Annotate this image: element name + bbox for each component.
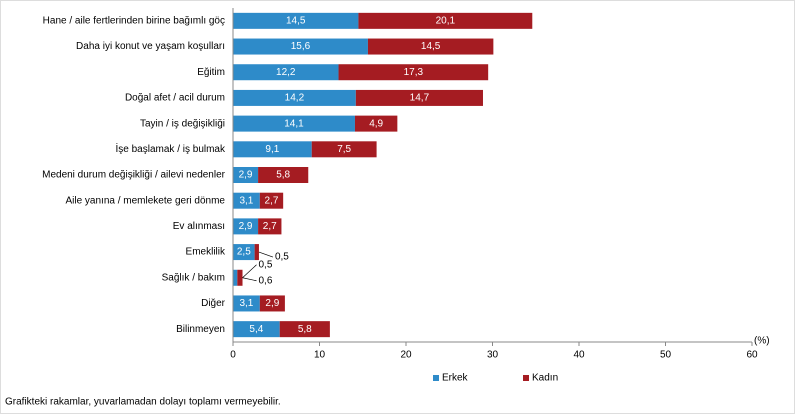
bar-segment xyxy=(354,115,398,132)
value-label: 4,9 xyxy=(369,118,383,129)
value-label: 0,5 xyxy=(259,259,273,270)
bar-segment xyxy=(358,12,533,29)
y-tick-label: Sağlık / bakım xyxy=(162,272,225,283)
y-tick-label: Hane / aile fertlerinden birine bağımlı … xyxy=(43,15,225,26)
bar-segment xyxy=(233,244,255,261)
x-tick-label: 60 xyxy=(746,350,758,361)
bar-segment xyxy=(233,295,260,312)
legend-swatch xyxy=(523,375,529,381)
bar-segment xyxy=(258,218,282,235)
bar-segment xyxy=(233,167,259,183)
x-tick-label: 50 xyxy=(660,350,672,361)
x-axis-label: (%) xyxy=(754,336,770,347)
bar-segment xyxy=(338,64,489,81)
value-label: 2,7 xyxy=(263,221,277,232)
bar-segment xyxy=(233,269,238,286)
bar-segment xyxy=(259,192,284,209)
value-label: 7,5 xyxy=(337,144,351,155)
value-label: 14,7 xyxy=(410,93,430,104)
bar-segment xyxy=(233,64,339,81)
bar-segment xyxy=(311,141,377,158)
y-tick-label: Medeni durum değişikliği / ailevi nedenl… xyxy=(42,170,226,181)
leader-line xyxy=(242,264,257,279)
bar-segment xyxy=(367,38,494,55)
value-label: 14,5 xyxy=(421,41,441,52)
value-label: 0,5 xyxy=(275,252,289,263)
legend-label: Kadın xyxy=(532,373,558,384)
value-label: 3,1 xyxy=(239,298,253,309)
note: Grafikteki rakamlar, yuvarlamadan dolayı… xyxy=(5,397,281,408)
value-label: 5,8 xyxy=(276,170,290,181)
y-tick-label: Eğitim xyxy=(197,67,225,78)
x-tick-label: 20 xyxy=(400,350,412,361)
x-tick-label: 30 xyxy=(487,350,499,361)
y-tick-label: Tayin / iş değişikliği xyxy=(140,118,225,129)
value-label: 14,2 xyxy=(285,93,305,104)
bar-segment xyxy=(233,89,356,106)
y-tick-label: Diğer xyxy=(201,298,226,309)
x-tick-label: 0 xyxy=(230,350,236,361)
bar-segment xyxy=(254,244,259,261)
leader-line xyxy=(258,251,274,258)
x-tick-label: 40 xyxy=(573,350,585,361)
value-label: 12,2 xyxy=(276,67,296,78)
bar-segment xyxy=(258,167,309,183)
bar-segment xyxy=(233,12,359,29)
bar-segment xyxy=(259,295,285,312)
y-tick-label: Aile yanına / memlekete geri dönme xyxy=(65,195,225,206)
value-label: 2,9 xyxy=(265,298,279,309)
y-tick-label: İşe başlamak / iş bulmak xyxy=(116,142,226,155)
y-tick-label: Emeklilik xyxy=(186,247,226,258)
bar-segment xyxy=(233,38,368,55)
value-label: 9,1 xyxy=(265,144,279,155)
y-tick-label: Daha iyi konut ve yaşam koşulları xyxy=(76,41,225,52)
y-tick-label: Doğal afet / acil durum xyxy=(125,93,225,104)
value-label: 2,9 xyxy=(239,170,253,181)
bar-segment xyxy=(233,115,355,132)
value-label: 15,6 xyxy=(291,41,311,52)
value-label: 17,3 xyxy=(404,67,424,78)
bar-segment xyxy=(233,218,259,235)
value-label: 5,4 xyxy=(249,324,263,335)
bar-segment xyxy=(233,192,260,209)
bar-segment xyxy=(233,321,280,338)
value-label: 5,8 xyxy=(298,324,312,335)
legend-label: Erkek xyxy=(442,373,469,384)
bar-segment xyxy=(279,321,330,338)
y-tick-label: Bilinmeyen xyxy=(176,324,225,335)
value-label: 3,1 xyxy=(239,195,253,206)
value-label: 14,1 xyxy=(284,118,304,129)
value-label: 20,1 xyxy=(436,15,456,26)
leader-line xyxy=(242,277,257,282)
value-label: 2,9 xyxy=(239,221,253,232)
x-tick-label: 10 xyxy=(314,350,326,361)
value-label: 2,7 xyxy=(265,195,279,206)
value-label: 0,6 xyxy=(259,275,273,286)
bar-segment xyxy=(237,269,243,286)
bar-segment xyxy=(233,141,312,158)
legend-swatch xyxy=(433,375,439,381)
y-tick-label: Ev alınması xyxy=(173,221,225,232)
bar-segment xyxy=(355,89,483,106)
value-label: 2,5 xyxy=(237,247,251,258)
value-label: 14,5 xyxy=(286,15,306,26)
